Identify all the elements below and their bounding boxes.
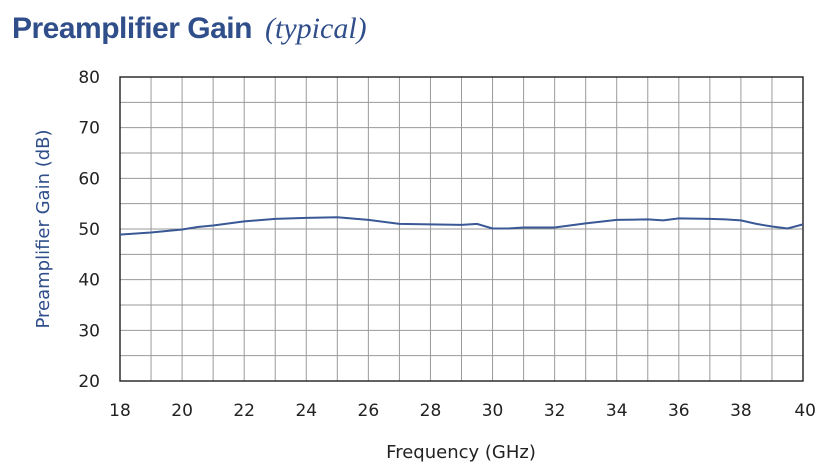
y-axis-title: Preamplifier Gain (dB) [33,129,54,328]
chart-title-sub: (typical) [265,12,367,45]
series-line [119,216,804,236]
chart-title: Preamplifier Gain (typical) [12,12,367,45]
y-tick-label: 30 [78,321,100,341]
x-tick-label: 30 [482,401,504,421]
y-tick-labels: 80 70 60 50 40 30 20 [78,68,100,392]
x-tick-label: 18 [109,401,131,421]
x-tick-label: 24 [295,401,317,421]
x-tick-label: 34 [606,401,628,421]
grid [120,77,803,381]
x-tick-label: 22 [233,401,255,421]
x-tick-label: 40 [794,401,816,421]
y-tick-label: 80 [78,68,100,88]
y-tick-label: 70 [78,119,100,139]
x-tick-label: 20 [171,401,193,421]
x-tick-label: 28 [420,401,442,421]
x-tick-label: 36 [668,401,690,421]
y-tick-label: 60 [78,169,100,189]
x-tick-label: 38 [730,401,752,421]
chart-title-main: Preamplifier Gain [12,12,252,45]
plot-frame [119,76,804,382]
x-tick-labels: 18 20 22 24 26 28 30 32 34 36 38 40 [109,401,816,421]
x-tick-label: 26 [358,401,380,421]
x-tick-label: 32 [544,401,566,421]
x-axis-title: Frequency (GHz) [386,442,536,463]
y-tick-label: 50 [78,220,100,240]
y-tick-label: 40 [78,271,100,291]
y-tick-label: 20 [78,372,100,392]
